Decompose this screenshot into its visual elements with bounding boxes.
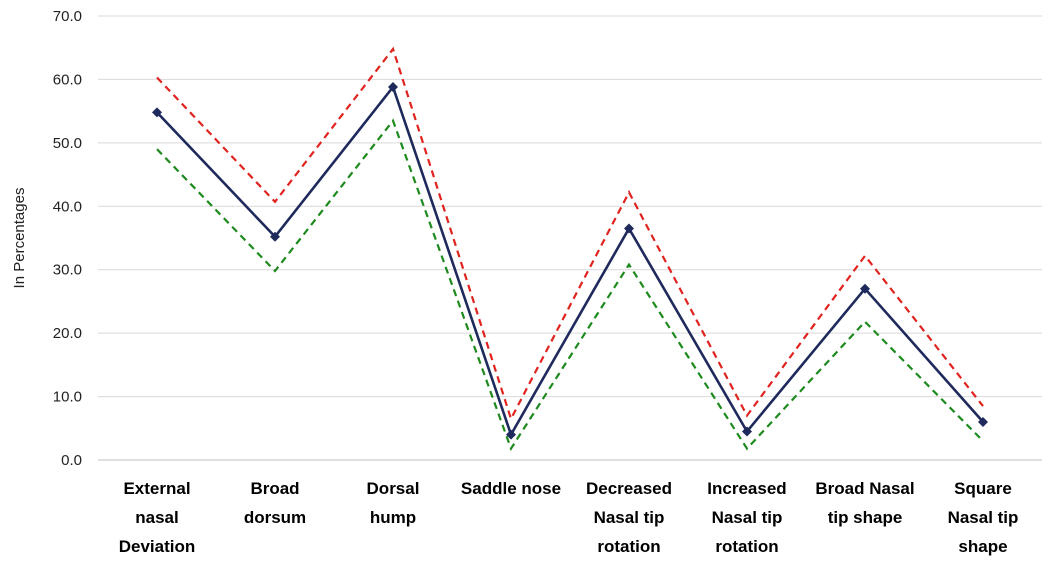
x-category-label: Square Nasal tip shape bbox=[948, 479, 1019, 556]
series-lines bbox=[156, 46, 984, 452]
x-axis-category-labels: External nasal Deviation Broad dorsum Dorsal h… bbox=[119, 479, 1019, 556]
data-point bbox=[506, 429, 516, 440]
y-tick-label: 10.0 bbox=[53, 389, 82, 406]
series-line-upper bbox=[156, 46, 984, 422]
series-line-lower bbox=[156, 118, 984, 452]
data-point bbox=[270, 231, 280, 242]
y-tick-label: 40.0 bbox=[53, 198, 82, 215]
y-tick-label: 70.0 bbox=[53, 8, 82, 25]
y-tick-label: 50.0 bbox=[53, 135, 82, 152]
data-point bbox=[860, 283, 870, 294]
data-point bbox=[624, 223, 634, 234]
x-category-label: Decreased Nasal tip rotation bbox=[586, 479, 672, 556]
data-point bbox=[388, 82, 398, 93]
x-category-label: Broad Nasal tip shape bbox=[815, 479, 914, 527]
series-line-main bbox=[156, 84, 984, 438]
y-tick-label: 0.0 bbox=[61, 452, 82, 469]
x-category-label: Broad dorsum bbox=[244, 479, 306, 527]
x-category-label: Saddle nose bbox=[461, 479, 561, 498]
x-category-label: Dorsal hump bbox=[367, 479, 420, 527]
data-point bbox=[152, 107, 162, 118]
series-markers bbox=[152, 82, 988, 440]
y-tick-label: 60.0 bbox=[53, 71, 82, 88]
data-point bbox=[978, 416, 988, 427]
data-point bbox=[742, 426, 752, 437]
x-category-label: External nasal Deviation bbox=[119, 479, 196, 556]
y-axis-ticks: 0.0 10.0 20.0 30.0 40.0 50.0 60.0 70.0 bbox=[53, 8, 82, 469]
y-tick-label: 20.0 bbox=[53, 325, 82, 342]
y-tick-label: 30.0 bbox=[53, 262, 82, 279]
gridlines bbox=[98, 15, 1042, 398]
y-axis-title: In Percentages bbox=[11, 188, 28, 289]
x-category-label: Increased Nasal tip rotation bbox=[707, 479, 786, 556]
